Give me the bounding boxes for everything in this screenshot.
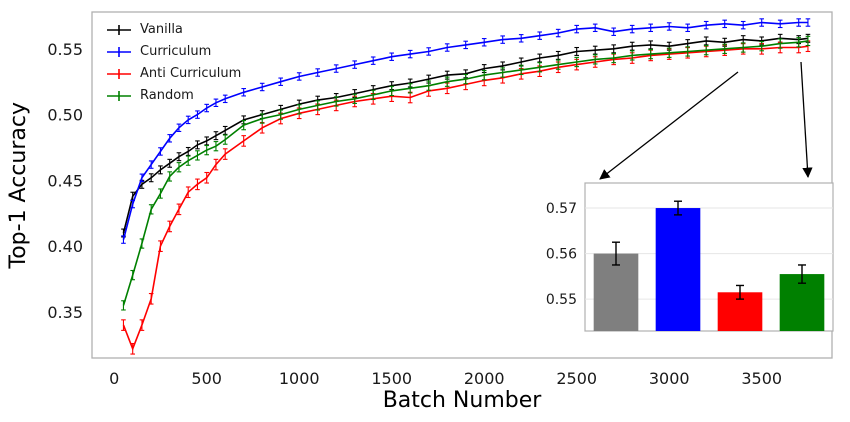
legend-label: Random bbox=[140, 88, 194, 103]
legend-label: Curriculum bbox=[140, 44, 212, 59]
x-tick-label: 3000 bbox=[649, 369, 690, 388]
y-tick-label: 0.55 bbox=[47, 40, 83, 59]
legend-item-curriculum: Curriculum bbox=[106, 44, 241, 60]
x-axis-label: Batch Number bbox=[382, 388, 542, 413]
x-tick-label: 1500 bbox=[371, 369, 412, 388]
x-tick-label: 3500 bbox=[741, 369, 782, 388]
y-axis-label: Top-1 Accuracy bbox=[5, 101, 31, 269]
series-random bbox=[121, 35, 811, 311]
inset-pointer-arrow bbox=[800, 61, 813, 179]
inset-y-tick-label: 0.55 bbox=[546, 292, 577, 308]
x-tick-label: 500 bbox=[191, 369, 222, 388]
errorbar-glyph-icon bbox=[106, 90, 132, 102]
series-vanilla bbox=[121, 33, 811, 238]
x-tick-label: 0 bbox=[109, 369, 119, 388]
errorbar-glyph-icon bbox=[106, 68, 132, 80]
errorbar-glyph-icon bbox=[106, 46, 132, 58]
legend-label: Anti Curriculum bbox=[140, 66, 242, 81]
errorbar-glyph-icon bbox=[106, 24, 132, 36]
legend-label: Vanilla bbox=[140, 22, 183, 37]
y-tick-label: 0.40 bbox=[47, 237, 83, 256]
inset-bar-curriculum bbox=[655, 208, 701, 331]
y-axis-label-wrap: Top-1 Accuracy bbox=[4, 12, 32, 358]
legend-item-random: Random bbox=[106, 88, 241, 104]
y-tick-label: 0.45 bbox=[47, 171, 83, 190]
series-curriculum bbox=[121, 18, 811, 244]
y-tick-label: 0.35 bbox=[47, 303, 83, 322]
x-tick-label: 2500 bbox=[556, 369, 597, 388]
y-tick-label: 0.50 bbox=[47, 106, 83, 125]
x-tick-label: 2000 bbox=[464, 369, 505, 388]
inset-pointer-arrow bbox=[599, 71, 739, 180]
inset-bar-vanilla bbox=[593, 253, 639, 331]
legend-item-anti-curriculum: Anti Curriculum bbox=[106, 66, 241, 82]
inset-y-tick-label: 0.56 bbox=[546, 247, 577, 263]
x-tick-label: 1000 bbox=[279, 369, 320, 388]
legend: Vanilla Curriculum Anti Curriculum Rando… bbox=[106, 22, 241, 104]
legend-item-vanilla: Vanilla bbox=[106, 22, 241, 38]
inset-y-tick-label: 0.57 bbox=[546, 201, 577, 217]
